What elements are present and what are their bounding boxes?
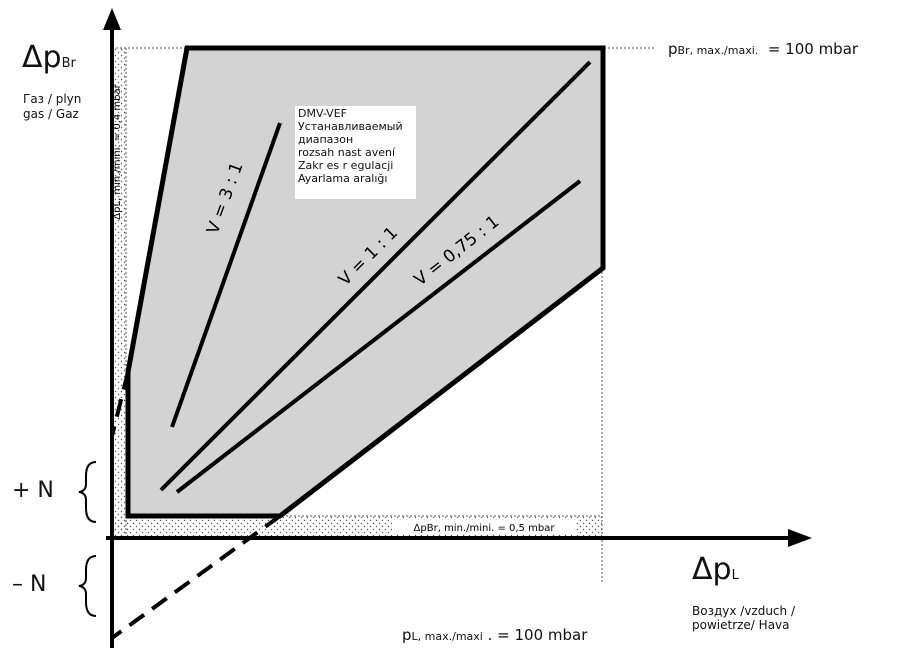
legend-box: DMV-VEF Устанавливаемый диапазон rozsah …: [295, 106, 416, 199]
legend-line-1: DMV-VEF: [298, 107, 347, 120]
ratio-line-3-1: [170, 122, 282, 428]
legend-line-4: rozsah nast avení: [298, 146, 396, 159]
y-axis-medium-line-2: gas / Gaz: [23, 107, 79, 121]
legend-line-2: Устанавливаемый: [298, 120, 403, 133]
x-axis-medium: Воздух /vzduch / powietrze/ Hava: [692, 604, 795, 632]
pbr-max-value: = 100 mbar: [767, 40, 859, 58]
y-axis-medium-line-1: Газ / plyn: [23, 92, 82, 106]
plus-n-label: + N: [12, 478, 54, 503]
pl-max-value: . = 100 mbar: [487, 626, 588, 644]
y-axis-subscript: Br: [61, 56, 76, 71]
x-axis-medium-line-2: powietrze/ Hava: [692, 618, 790, 632]
dpbr-min-label: ΔpBr, min./mini. = 0,5 mbar: [414, 523, 556, 534]
pbr-max-label: pBr, max./maxi. = 100 mbar: [668, 40, 858, 58]
ratio-line-1-1: [159, 60, 592, 492]
minus-n-label: – N: [12, 572, 47, 597]
legend-line-5: Zakr es r egulacji: [298, 159, 394, 172]
y-axis-arrow: [103, 8, 121, 30]
y-axis-medium: Газ / plyn gas / Gaz: [23, 92, 81, 122]
plus-n-brace: [78, 461, 97, 523]
pl-max-label: pL, max./maxi . = 100 mbar: [402, 626, 587, 644]
y-axis-symbol: Δp: [22, 40, 62, 75]
pbr-max-sub: Br, max./maxi.: [677, 44, 759, 57]
x-axis-symbol: Δp: [692, 552, 732, 587]
dpbr-min-label-bg: [392, 520, 576, 533]
legend-line-3: диапазон: [298, 133, 354, 146]
dpl-min-label: ΔpL, min./mini. = 0,4 mbar: [112, 83, 123, 219]
pl-max-prefix: p: [402, 626, 412, 644]
legend-line-6: Ayarlama aralığı: [298, 172, 388, 185]
x-axis-title: ΔpL: [692, 552, 739, 587]
x-axis-medium-line-1: Воздух /vzduch /: [692, 604, 795, 618]
pbr-max-prefix: p: [668, 40, 678, 58]
y-axis-title: ΔpBr: [22, 40, 76, 75]
pl-max-sub: L, max./maxi: [411, 630, 483, 643]
minus-n-brace: [78, 555, 97, 617]
ratio-line-0-75-1: [175, 179, 582, 494]
x-axis-arrow: [788, 529, 812, 547]
x-axis-subscript: L: [731, 568, 739, 583]
